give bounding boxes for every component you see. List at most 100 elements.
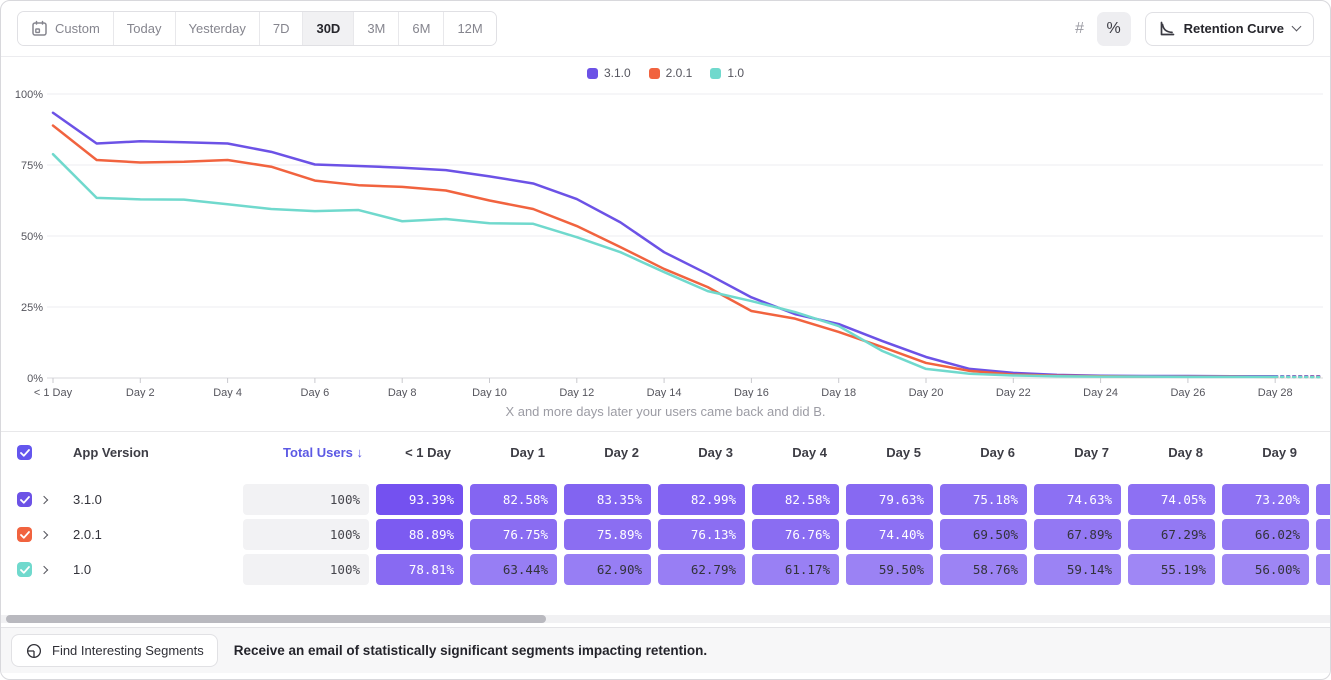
svg-text:Day 4: Day 4 <box>213 387 242 398</box>
retention-cell-day-8[interactable]: 74.05% <box>1128 484 1215 515</box>
date-range-label: 12M <box>457 21 483 36</box>
retention-cell-day-8[interactable]: 67.29% <box>1128 519 1215 550</box>
legend-item-2.0.1[interactable]: 2.0.1 <box>648 66 692 80</box>
date-range-label: 30D <box>316 21 341 36</box>
row-checkbox[interactable] <box>17 492 32 507</box>
select-all-checkbox[interactable] <box>17 445 32 460</box>
absolute-mode-button[interactable]: # <box>1062 11 1097 46</box>
value-mode-toggle: #% <box>1062 11 1131 46</box>
row-checkbox-cell <box>1 527 41 542</box>
retention-cell-day-7[interactable]: 59.14% <box>1034 554 1121 585</box>
row-total-users-cell: 100% <box>243 519 369 550</box>
date-range-label: 7D <box>272 21 290 36</box>
date-range-3m[interactable]: 3M <box>354 12 400 45</box>
total-users-value: 100% <box>243 554 369 585</box>
chevron-right-icon[interactable] <box>39 565 49 574</box>
retention-cell-day-3[interactable]: 82.99% <box>658 484 745 515</box>
chart-type-dropdown[interactable]: Retention Curve <box>1144 11 1314 46</box>
table-row-1.0: 1.0 100% 78.81% 63.44% 62.90% 62.79% 61.17% 59.… <box>1 552 1330 587</box>
date-range-today[interactable]: Today <box>113 12 176 45</box>
retention-cell-day-4[interactable]: 82.58% <box>752 484 839 515</box>
retention-cell-day-0[interactable]: 78.81% <box>376 554 463 585</box>
date-range-6m[interactable]: 6M <box>399 12 445 45</box>
retention-cell-day-7[interactable]: 67.89% <box>1034 519 1121 550</box>
retention-cell-day-5[interactable]: 59.50% <box>846 554 933 585</box>
column-header-day-9: Day 9 <box>1262 445 1297 460</box>
percent-mode-button[interactable]: % <box>1096 11 1131 46</box>
retention-cell-day-1[interactable]: 76.75% <box>470 519 557 550</box>
retention-cell-clipped <box>1316 484 1330 515</box>
calendar-icon <box>31 20 48 37</box>
date-range-custom[interactable]: Custom <box>18 12 114 45</box>
retention-cell-day-7[interactable]: 74.63% <box>1034 484 1121 515</box>
svg-text:25%: 25% <box>21 302 43 314</box>
retention-line-chart: 0% 25% 50% 75% 100% < 1 Day Day 2 Day 4 Day 6 Day… <box>15 89 1325 398</box>
retention-cell-day-2[interactable]: 62.90% <box>564 554 651 585</box>
retention-cell-day-9[interactable]: 73.20% <box>1222 484 1309 515</box>
date-range-12m[interactable]: 12M <box>444 12 496 45</box>
retention-cell-day-6[interactable]: 75.18% <box>940 484 1027 515</box>
retention-cell-day-5[interactable]: 79.63% <box>846 484 933 515</box>
retention-cell-clipped <box>1316 554 1330 585</box>
svg-text:Day 6: Day 6 <box>301 387 330 398</box>
column-header-total-users[interactable]: Total Users ↓ <box>283 445 363 460</box>
svg-text:50%: 50% <box>21 231 43 243</box>
svg-text:Day 28: Day 28 <box>1258 387 1293 398</box>
table-rows: 3.1.0 100% 93.39% 82.58% 83.35% 82.99% 82.58% 7… <box>1 482 1330 587</box>
retention-cell-day-1[interactable]: 63.44% <box>470 554 557 585</box>
date-range-7d[interactable]: 7D <box>259 12 304 45</box>
chart-subtitle: X and more days later your users came ba… <box>505 404 826 419</box>
row-checkbox[interactable] <box>17 562 32 577</box>
retention-cell-day-9[interactable]: 56.00% <box>1222 554 1309 585</box>
legend-item-3.1.0[interactable]: 3.1.0 <box>586 66 631 80</box>
date-range-yesterday[interactable]: Yesterday <box>175 12 260 45</box>
retention-cell-clipped <box>1316 519 1330 550</box>
column-header-day-7: Day 7 <box>1074 445 1109 460</box>
chevron-down-icon <box>1291 21 1302 32</box>
retention-cell-day-6[interactable]: 58.76% <box>940 554 1027 585</box>
svg-text:Day 24: Day 24 <box>1083 387 1118 398</box>
column-header-day-6: Day 6 <box>980 445 1015 460</box>
svg-text:Day 10: Day 10 <box>472 387 507 398</box>
retention-cell-day-6[interactable]: 69.50% <box>940 519 1027 550</box>
chevron-right-icon[interactable] <box>39 530 49 539</box>
svg-text:Day 8: Day 8 <box>388 387 417 398</box>
retention-cell-day-5[interactable]: 74.40% <box>846 519 933 550</box>
svg-text:Day 22: Day 22 <box>996 387 1031 398</box>
chevron-right-icon[interactable] <box>39 495 49 504</box>
retention-cell-day-9[interactable]: 66.02% <box>1222 519 1309 550</box>
find-interesting-segments-button[interactable]: Find Interesting Segments <box>11 634 218 667</box>
retention-cell-day-8[interactable]: 55.19% <box>1128 554 1215 585</box>
chart-section: 3.1.0 2.0.1 1.0 0% 25% 50% 75% 100% < 1 Day Day … <box>1 57 1330 431</box>
svg-text:Day 16: Day 16 <box>734 387 769 398</box>
column-header-day-4: Day 4 <box>792 445 827 460</box>
svg-text:0%: 0% <box>27 373 43 385</box>
date-range-label: 6M <box>412 21 431 36</box>
retention-cell-day-2[interactable]: 75.89% <box>564 519 651 550</box>
row-checkbox[interactable] <box>17 527 32 542</box>
retention-cell-day-0[interactable]: 88.89% <box>376 519 463 550</box>
svg-text:Day 26: Day 26 <box>1170 387 1205 398</box>
column-header-day-5: Day 5 <box>886 445 921 460</box>
legend-swatch <box>710 67 722 79</box>
column-header-day-1: Day 1 <box>510 445 545 460</box>
day-column-headers: < 1 Day Day 1 Day 2 Day 3 Day 4 Day 5 Day 6 Day… <box>376 445 1316 460</box>
date-range-30d[interactable]: 30D <box>303 12 355 45</box>
svg-text:Day 14: Day 14 <box>647 387 682 398</box>
chart-type-label: Retention Curve <box>1183 21 1284 36</box>
retention-cell-day-1[interactable]: 82.58% <box>470 484 557 515</box>
retention-cell-day-3[interactable]: 62.79% <box>658 554 745 585</box>
column-header-day-2: Day 2 <box>604 445 639 460</box>
retention-cell-day-3[interactable]: 76.13% <box>658 519 745 550</box>
date-range-label: Today <box>126 21 162 36</box>
legend-item-1.0[interactable]: 1.0 <box>710 66 744 80</box>
retention-cell-day-0[interactable]: 93.39% <box>376 484 463 515</box>
retention-cell-day-2[interactable]: 83.35% <box>564 484 651 515</box>
total-users-value: 100% <box>243 519 369 550</box>
scrollbar-thumb[interactable] <box>6 615 546 623</box>
retention-cell-day-4[interactable]: 61.17% <box>752 554 839 585</box>
column-header-app-version: App Version <box>73 445 149 460</box>
retention-cell-day-4[interactable]: 76.76% <box>752 519 839 550</box>
row-expander <box>39 495 63 504</box>
date-range-control: Custom Today Yesterday 7D 30D 3M 6M 12M <box>17 11 497 46</box>
